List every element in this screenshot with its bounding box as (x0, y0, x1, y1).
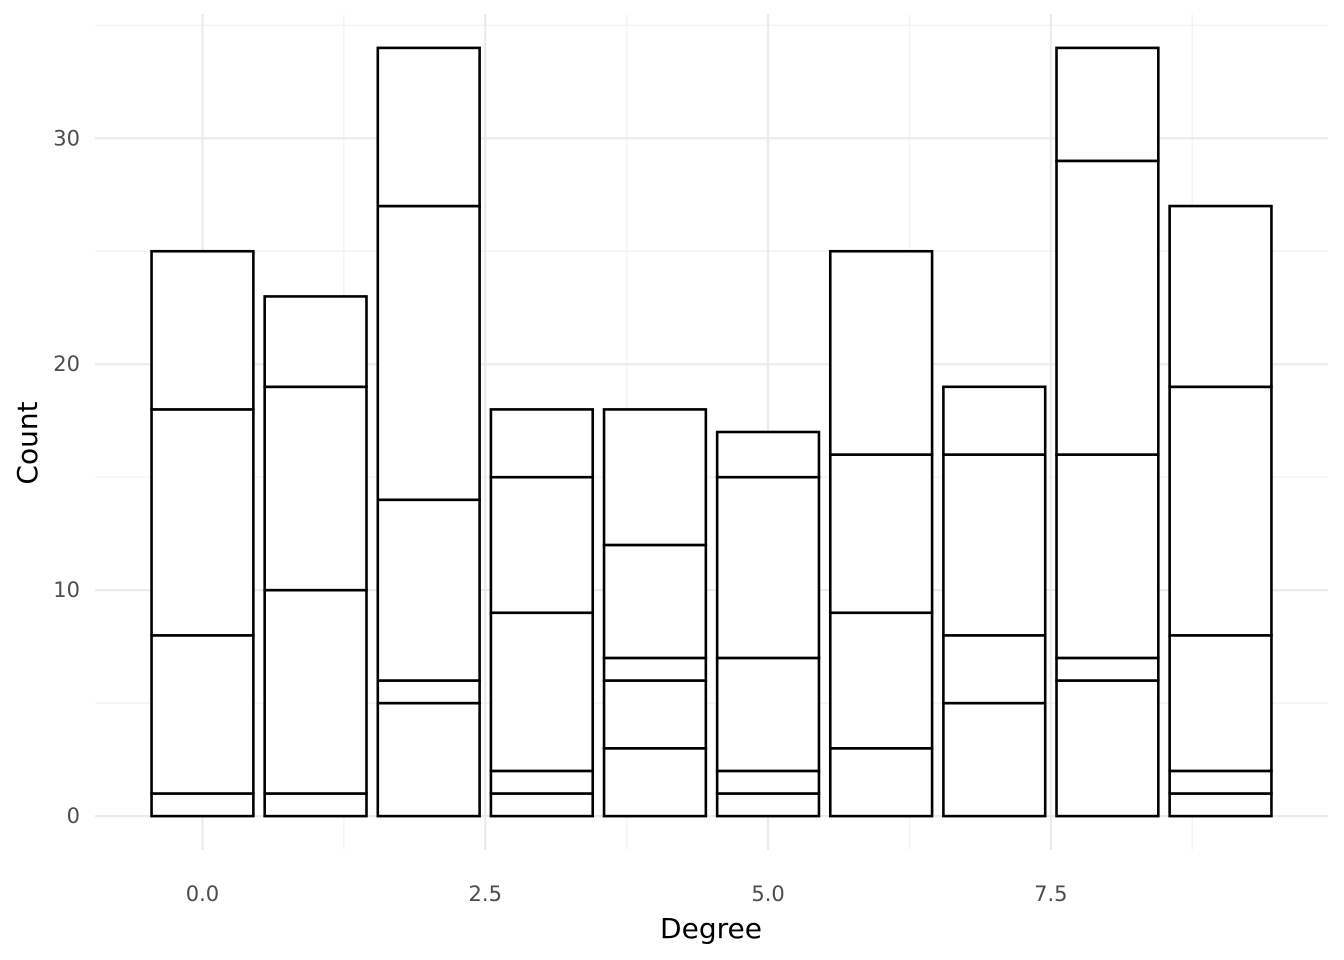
bar-segment (1055, 159, 1160, 456)
x-axis-ticks: 0.0 2.5 5.0 7.5 (186, 882, 1068, 906)
y-tick-label: 20 (53, 352, 80, 376)
bar-segment (1168, 769, 1273, 795)
bar-segment (376, 498, 481, 682)
bar-segment (376, 679, 481, 705)
bar-segment (715, 792, 821, 818)
bar-segment (828, 611, 934, 750)
bar-segment (150, 634, 255, 795)
y-tick-label: 0 (67, 804, 80, 828)
bar-segment (1055, 679, 1160, 818)
bar-segment (602, 679, 708, 750)
bar-segment (489, 769, 595, 795)
y-tick-label: 30 (53, 126, 80, 150)
bar-segment (263, 792, 368, 818)
bar-segment (489, 475, 595, 615)
bar-segment (942, 453, 1047, 637)
bar-segment (942, 701, 1047, 818)
bar-segment (715, 430, 821, 479)
bar-segment (1168, 634, 1273, 773)
bar-stack (828, 249, 934, 818)
bar-stack (715, 430, 821, 818)
bar-segment (602, 543, 708, 660)
x-tick-label: 2.5 (469, 882, 502, 906)
x-tick-label: 7.5 (1034, 882, 1067, 906)
bar-segment (1168, 204, 1273, 389)
bar-segment (489, 611, 595, 773)
bar-segment (715, 769, 821, 795)
bars (150, 46, 1273, 818)
bar-segment (263, 295, 368, 389)
bar-segment (376, 46, 481, 208)
bar-stack (489, 408, 595, 818)
x-axis-title: Degree (660, 912, 762, 945)
bar-segment (1055, 656, 1160, 682)
bar-stack (1055, 46, 1160, 818)
x-tick-label: 0.0 (186, 882, 219, 906)
bar-segment (942, 385, 1047, 456)
y-tick-label: 10 (53, 578, 80, 602)
y-axis-title: Count (11, 401, 44, 484)
bar-segment (150, 249, 255, 411)
y-axis-ticks: 0 10 20 30 (53, 126, 80, 828)
bar-segment (602, 747, 708, 818)
bar-segment (1168, 385, 1273, 637)
bar-segment (263, 385, 368, 592)
bar-segment (1055, 46, 1160, 163)
bar-segment (1055, 453, 1160, 660)
bar-stack (150, 249, 255, 818)
bar-segment (376, 701, 481, 818)
bar-segment (1168, 792, 1273, 818)
bar-segment (489, 792, 595, 818)
bar-segment (150, 408, 255, 637)
bar-segment (602, 656, 708, 682)
bar-segment (376, 204, 481, 502)
bar-stack (1168, 204, 1273, 818)
bar-segment (942, 634, 1047, 705)
x-tick-label: 5.0 (751, 882, 784, 906)
bar-segment (828, 453, 934, 615)
bar-stack (942, 385, 1047, 818)
bar-segment (715, 656, 821, 773)
bar-segment (489, 408, 595, 479)
bar-stack (376, 46, 481, 818)
bar-segment (602, 408, 708, 547)
bar-segment (715, 475, 821, 660)
bar-segment (828, 249, 934, 456)
bar-stack (602, 408, 708, 818)
bar-stack (263, 295, 368, 818)
bar-segment (150, 792, 255, 818)
bar-segment (263, 588, 368, 795)
bar-segment (828, 747, 934, 818)
